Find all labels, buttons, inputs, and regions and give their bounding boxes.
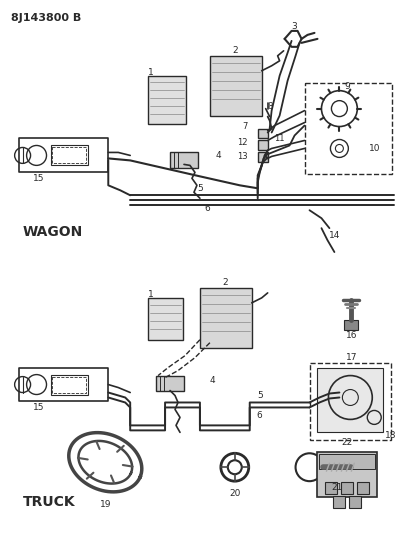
Bar (349, 496, 361, 508)
Text: 4: 4 (216, 151, 222, 160)
Text: 10: 10 (369, 144, 381, 153)
Bar (148, 298, 183, 340)
Bar (148, 76, 186, 124)
Bar (210, 56, 262, 116)
Bar (53, 148, 86, 164)
Text: 6: 6 (204, 204, 210, 213)
Text: 21: 21 (332, 483, 343, 491)
Text: 15: 15 (33, 174, 44, 183)
Bar (326, 482, 338, 494)
Bar (51, 375, 88, 394)
Text: 3: 3 (292, 22, 297, 31)
Bar (19, 139, 108, 172)
Text: 20: 20 (229, 489, 240, 498)
Text: 1: 1 (148, 68, 154, 77)
Text: 8: 8 (267, 102, 272, 111)
Text: 14: 14 (330, 231, 341, 240)
Bar (53, 377, 86, 392)
Text: 8J143800 B: 8J143800 B (11, 13, 81, 23)
Text: 22: 22 (342, 438, 353, 447)
Text: 13: 13 (237, 152, 248, 161)
Bar (258, 141, 268, 150)
Bar (258, 128, 268, 139)
Text: 17: 17 (345, 353, 357, 362)
Text: TRUCK: TRUCK (23, 495, 75, 509)
Text: 11: 11 (274, 134, 285, 143)
Text: 16: 16 (345, 331, 357, 340)
Text: 7: 7 (242, 122, 248, 131)
Text: WAGON: WAGON (23, 225, 83, 239)
Bar (19, 368, 108, 401)
Text: 6: 6 (257, 411, 263, 420)
Bar (320, 454, 375, 469)
Bar (357, 482, 369, 494)
Bar (334, 496, 345, 508)
Text: 4: 4 (210, 376, 215, 385)
Text: 9: 9 (345, 82, 350, 91)
Bar (51, 146, 88, 165)
Bar (304, 83, 392, 174)
Text: 5: 5 (197, 184, 203, 193)
Bar (310, 362, 391, 440)
Text: 12: 12 (237, 138, 248, 147)
Text: 15: 15 (33, 403, 44, 412)
Text: 1: 1 (148, 290, 154, 300)
Text: 18: 18 (385, 431, 397, 440)
Bar (258, 152, 268, 163)
Bar (341, 482, 353, 494)
Text: 19: 19 (100, 499, 111, 508)
Bar (318, 368, 383, 432)
Text: 5: 5 (257, 391, 263, 400)
Bar (156, 376, 184, 391)
Text: 2: 2 (232, 46, 238, 55)
Bar (318, 453, 377, 497)
Text: 2: 2 (222, 278, 228, 287)
Bar (170, 152, 198, 168)
Bar (344, 320, 358, 330)
Bar (200, 288, 252, 348)
